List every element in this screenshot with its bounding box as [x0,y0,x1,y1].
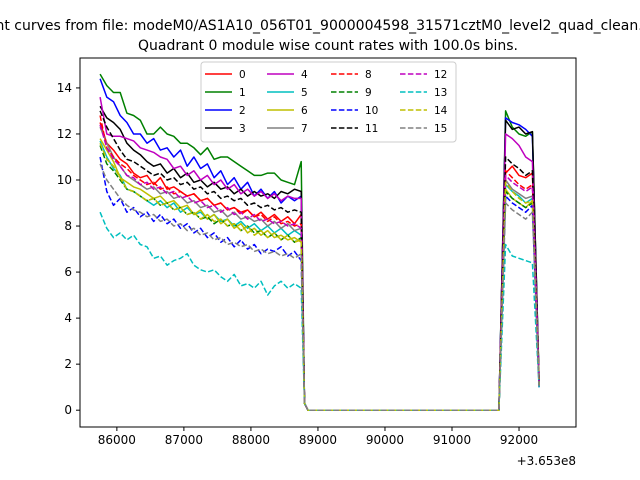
x-tick-label: 91000 [433,433,471,447]
legend-label-2: 2 [239,105,246,117]
y-tick-label: 0 [64,403,72,417]
legend-label-8: 8 [365,69,372,81]
x-offset-label: +3.653e8 [517,454,576,468]
series-layer [99,73,540,411]
x-tick-label: 92000 [500,433,538,447]
series-line-6 [99,138,540,411]
legend-label-5: 5 [301,87,308,99]
series-line-12 [99,124,540,411]
x-axis: 86000 87000 88000 89000 90000 91000 92000 [98,427,538,447]
legend-label-4: 4 [301,69,308,81]
x-tick-label: 88000 [232,433,270,447]
series-line-11 [99,110,540,411]
legend-label-12: 12 [434,69,447,81]
y-tick-label: 8 [64,219,72,233]
legend-label-9: 9 [365,87,372,99]
series-line-15 [99,163,540,411]
chart-title: Quadrant 0 module wise count rates with … [138,38,518,54]
x-tick-label: 89000 [299,433,337,447]
legend-box [200,61,457,143]
y-tick-label: 4 [64,311,72,325]
legend-label-1: 1 [239,87,246,99]
legend-label-13: 13 [434,87,447,99]
plot-frame [79,57,577,428]
series-line-14 [99,142,540,411]
series-line-9 [99,145,540,411]
x-tick-label: 86000 [98,433,136,447]
series-line-4 [99,96,540,411]
legend-label-7: 7 [301,123,308,135]
legend-label-10: 10 [365,105,378,117]
y-tick-label: 2 [64,357,72,371]
legend-label-3: 3 [239,123,246,135]
legend-label-15: 15 [434,123,447,135]
series-line-13 [99,211,540,411]
legend-label-6: 6 [301,105,308,117]
y-tick-label: 10 [57,173,72,187]
series-line-7 [99,126,540,411]
x-tick-label: 87000 [165,433,203,447]
figure-suptitle: Light curves from file: modeM0/AS1A10_05… [0,18,640,34]
y-tick-label: 14 [57,81,72,95]
y-tick-label: 12 [57,127,72,141]
legend-label-14: 14 [434,105,448,117]
y-axis: 0 2 4 6 8 10 12 14 [57,81,80,417]
series-line-0 [99,122,540,411]
y-tick-label: 6 [64,265,72,279]
legend-label-0: 0 [239,69,246,81]
series-line-10 [99,156,540,411]
series-line-3 [99,105,540,411]
legend-label-11: 11 [365,123,378,135]
series-line-5 [99,140,540,411]
x-tick-label: 90000 [366,433,404,447]
